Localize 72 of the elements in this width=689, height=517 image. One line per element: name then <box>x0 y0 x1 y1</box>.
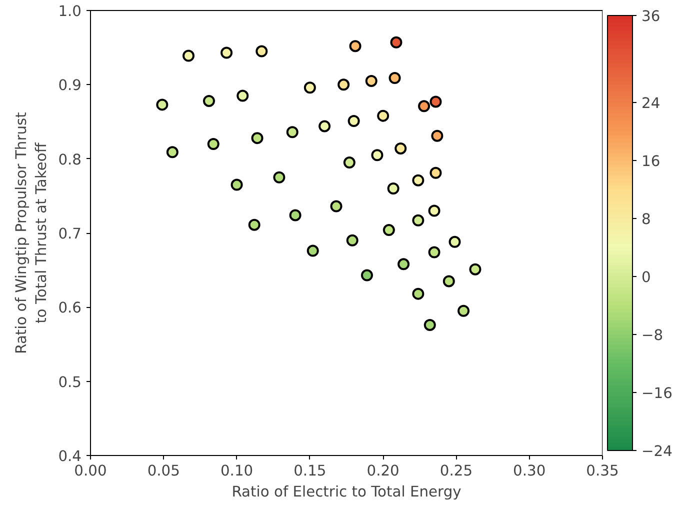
y-tick-label: 0.8 <box>58 151 82 168</box>
color-bar-label: 8 <box>642 211 651 228</box>
x-tick-label: 0.20 <box>366 462 400 480</box>
point <box>430 96 442 108</box>
y-tick-label: 0.7 <box>58 226 82 242</box>
y-tick-label: 0.5 <box>58 374 82 391</box>
color-bar-label: 0 <box>642 269 651 286</box>
point <box>398 258 410 270</box>
color-bar-label: 16 <box>642 153 660 170</box>
y-tick-label: 1.0 <box>58 3 82 20</box>
point <box>156 98 168 111</box>
color-bar-label: −24 <box>642 443 672 460</box>
x-tick-label: 0.25 <box>440 462 473 480</box>
point <box>377 110 390 122</box>
point <box>256 45 268 58</box>
point <box>394 142 407 154</box>
point <box>448 236 461 248</box>
point <box>273 171 286 184</box>
y-tick-label: 0.9 <box>58 77 82 94</box>
point <box>412 214 424 226</box>
point <box>207 138 220 150</box>
point <box>469 263 482 276</box>
point <box>382 224 395 236</box>
x-tick-label: 0.05 <box>147 462 180 480</box>
y-tick-label: 0.6 <box>58 300 82 317</box>
color-bar-label: −16 <box>642 385 672 402</box>
point <box>346 234 358 246</box>
point <box>236 90 249 102</box>
color-bar-label: 24 <box>642 95 660 112</box>
point <box>412 174 424 186</box>
point <box>166 146 178 158</box>
y-tick-label: 0.4 <box>58 448 82 465</box>
point <box>343 156 356 169</box>
point <box>428 204 440 217</box>
point <box>220 46 233 59</box>
color-bar-label: 36 <box>642 8 660 25</box>
point <box>412 288 424 300</box>
point <box>387 182 400 194</box>
x-tick-label: 0.10 <box>220 462 254 480</box>
point <box>458 304 470 317</box>
point <box>430 166 442 179</box>
x-tick-label: 0.15 <box>294 462 326 480</box>
x-tick-label: 0.00 <box>74 462 107 480</box>
color-bar-label: −8 <box>642 327 664 344</box>
x-tick-label: 0.30 <box>513 462 546 480</box>
point <box>428 246 440 258</box>
point <box>390 36 402 48</box>
y-axis-title: Ratio of Wingtip Propulsor Thrust to Total Thrust at Takeoff <box>12 112 50 354</box>
point <box>338 78 350 91</box>
point <box>230 178 243 191</box>
point <box>431 130 444 142</box>
point <box>304 82 316 94</box>
point <box>182 50 195 62</box>
point <box>248 218 260 231</box>
point <box>289 209 302 222</box>
point <box>365 74 378 87</box>
x-axis-title: Ratio of Electric to Total Energy <box>232 484 462 500</box>
point <box>330 200 342 212</box>
point <box>424 318 436 331</box>
point <box>286 126 298 138</box>
point <box>348 115 360 127</box>
point <box>371 149 384 162</box>
point <box>349 40 362 52</box>
point <box>251 132 264 144</box>
point <box>306 244 319 257</box>
point <box>318 120 331 132</box>
point <box>202 94 215 107</box>
point <box>388 72 401 84</box>
x-tick-label: 0.35 <box>586 462 619 480</box>
point <box>442 275 455 288</box>
point <box>418 100 430 112</box>
point <box>360 269 373 282</box>
